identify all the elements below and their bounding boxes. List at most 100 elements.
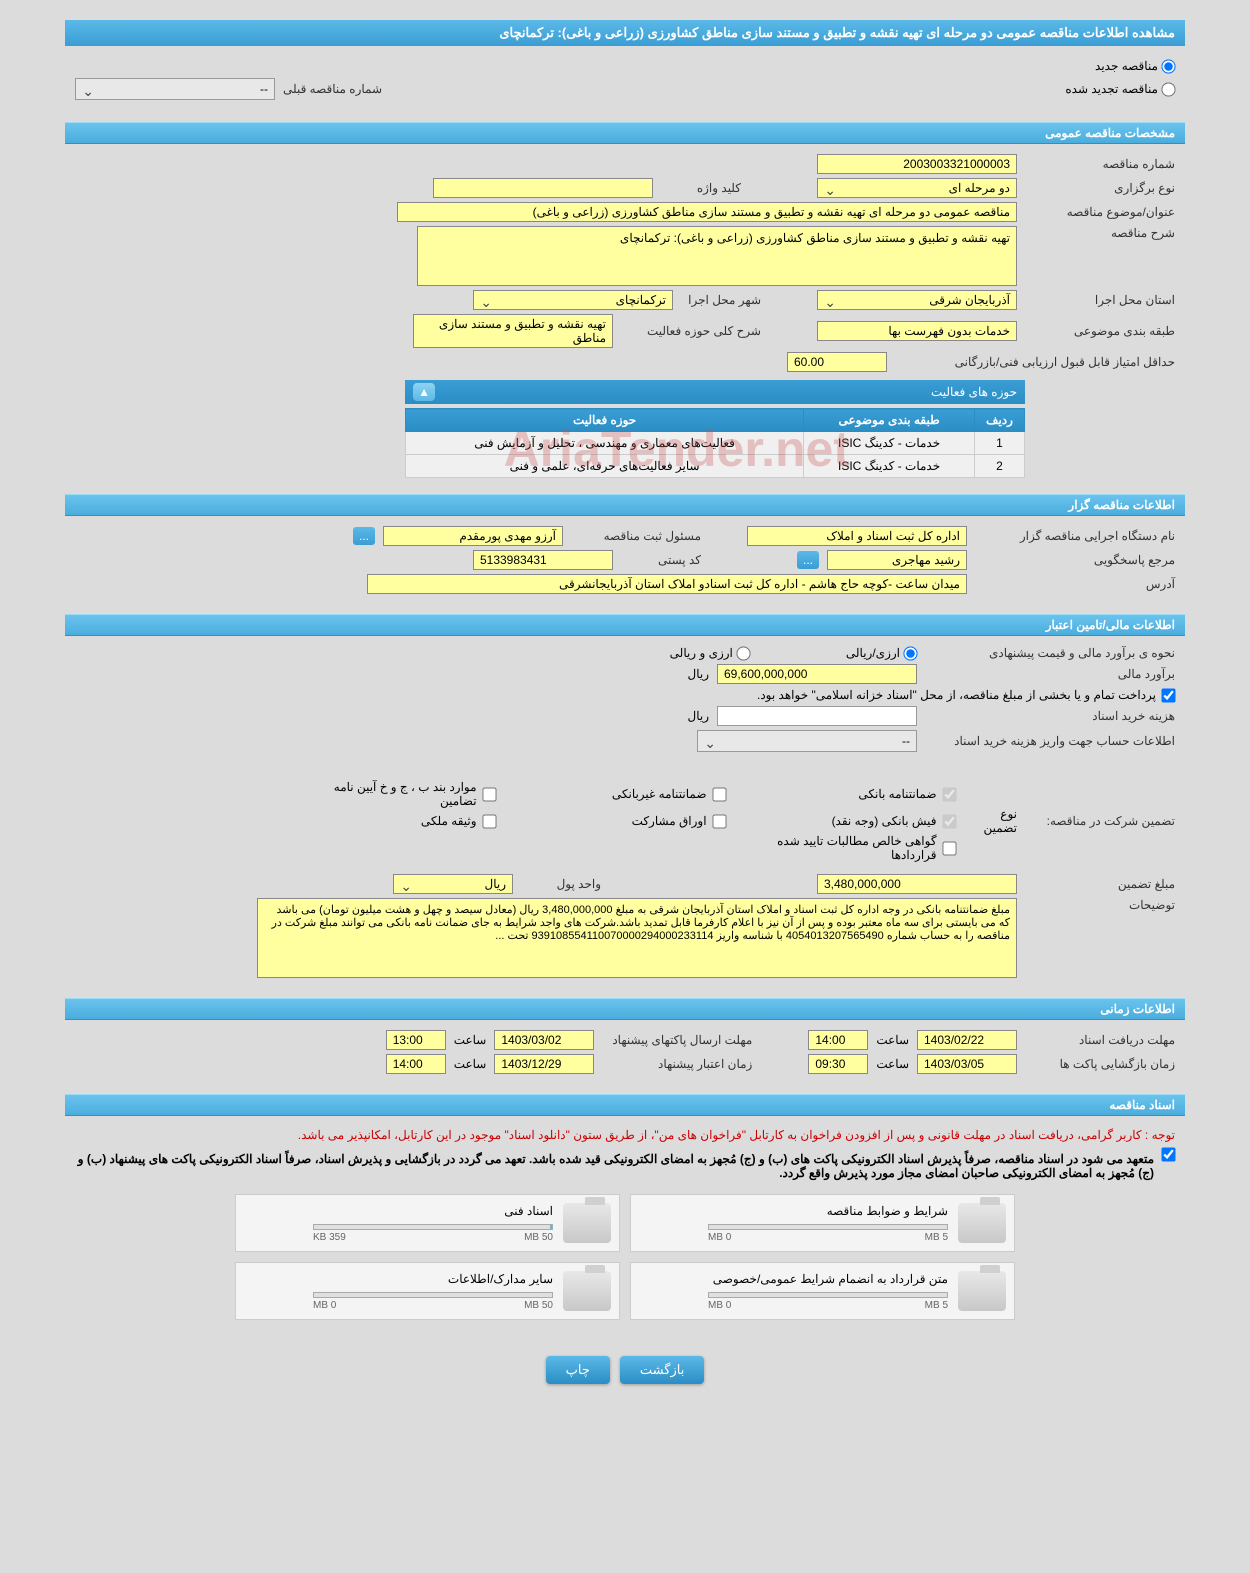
- section-holder: اطلاعات مناقصه گزار: [65, 494, 1185, 516]
- section-documents: اسناد مناقصه: [65, 1094, 1185, 1116]
- th-row: ردیف: [975, 409, 1025, 432]
- chk-payment-note[interactable]: پرداخت تمام و یا بخشی از مبلغ مناقصه، از…: [757, 688, 1175, 702]
- deposit-account-label: اطلاعات حساب جهت واریز هزینه خرید اسناد: [925, 734, 1175, 748]
- chk-property[interactable]: وثیقه ملکی: [296, 814, 496, 828]
- table-row: 2خدمات - کدینگ ISICسایر فعالیت‌های حرفه‌…: [406, 455, 1025, 478]
- file-card[interactable]: سایر مدارک/اطلاعات 50 MB 0 MB: [235, 1262, 620, 1320]
- responder-more-btn[interactable]: ...: [797, 551, 819, 569]
- chevron-down-icon: [704, 735, 716, 747]
- chk-cases[interactable]: موارد بند ب ، ج و خ آیین نامه تضامین: [296, 780, 496, 808]
- description-field[interactable]: تهیه نقشه و تطبیق و مستند سازی مناطق کشا…: [417, 226, 1017, 286]
- org-label: نام دستگاه اجرایی مناقصه گزار: [975, 529, 1175, 543]
- address-field: میدان ساعت -کوچه حاج هاشم - اداره کل ثبت…: [367, 574, 967, 594]
- org-field: اداره کل ثبت اسناد و املاک: [747, 526, 967, 546]
- radio-arz-riyal[interactable]: ارزی و ریالی: [670, 646, 750, 660]
- table-row: 1خدمات - کدینگ ISICفعالیت‌های معماری و م…: [406, 432, 1025, 455]
- tender-number: 2003003321000003: [817, 154, 1017, 174]
- file-total: 50 MB: [524, 1300, 553, 1311]
- open-time: 09:30: [808, 1054, 868, 1074]
- th-scope: حوزه فعالیت: [406, 409, 804, 432]
- radio-renewed-tender[interactable]: مناقصه تجدید شده: [1065, 82, 1175, 96]
- chk-commitment[interactable]: [1161, 1147, 1175, 1161]
- unit-select[interactable]: ریال: [393, 874, 513, 894]
- file-used: 0 MB: [708, 1300, 731, 1311]
- keyword-label: کلید واژه: [661, 181, 741, 195]
- province-select[interactable]: آذربایجان شرقی: [817, 290, 1017, 310]
- subject-label: عنوان/موضوع مناقصه: [1025, 205, 1175, 219]
- responder-label: مرجع پاسخگویی: [975, 553, 1175, 567]
- radio-new-tender[interactable]: مناقصه جدید: [1095, 59, 1175, 73]
- page-title: مشاهده اطلاعات مناقصه عمومی دو مرحله ای …: [65, 20, 1185, 46]
- guarantee-notes[interactable]: مبلغ ضمانتنامه بانکی در وجه اداره کل ثبت…: [257, 898, 1017, 978]
- file-card[interactable]: متن قرارداد به انضمام شرایط عمومی/خصوصی …: [630, 1262, 1015, 1320]
- keyword-field[interactable]: [433, 178, 653, 198]
- file-card[interactable]: اسناد فنی 50 MB359 KB: [235, 1194, 620, 1252]
- doc-cost-field[interactable]: [717, 706, 917, 726]
- radio-arz-riyali[interactable]: ارزی/ریالی: [846, 646, 917, 660]
- category-label: طبقه بندی موضوعی: [1025, 324, 1175, 338]
- file-progress: [313, 1292, 553, 1298]
- red-notice: توجه : کاربر گرامی، دریافت اسناد در مهلت…: [75, 1128, 1175, 1142]
- file-progress: [708, 1224, 948, 1230]
- guarantee-title: تضمین شرکت در مناقصه:: [1025, 814, 1175, 828]
- folder-icon: [563, 1203, 611, 1243]
- file-used: 359 KB: [313, 1232, 346, 1243]
- validity-label: زمان اعتبار پیشنهاد: [602, 1057, 752, 1071]
- submit-label: مهلت ارسال پاکتهای پیشنهاد: [602, 1033, 752, 1047]
- chevron-down-icon: [824, 294, 836, 306]
- chk-nonbank[interactable]: ضمانتنامه غیربانکی: [526, 780, 726, 808]
- currency-label-2: ریال: [687, 709, 709, 723]
- chk-bonds[interactable]: اوراق مشارکت: [526, 814, 726, 828]
- collapse-icon[interactable]: ▲: [413, 383, 435, 401]
- receive-time: 14:00: [808, 1030, 868, 1050]
- commitment-text: متعهد می شود در اسناد مناقصه، صرفاً پذیر…: [75, 1152, 1154, 1180]
- holding-type-select[interactable]: دو مرحله ای: [817, 178, 1017, 198]
- chk-bank-receipt[interactable]: فیش بانکی (وجه نقد): [756, 814, 956, 828]
- file-title: شرایط و ضوابط مناقصه: [639, 1204, 948, 1218]
- file-card[interactable]: شرایط و ضوابط مناقصه 5 MB0 MB: [630, 1194, 1015, 1252]
- open-label: زمان بازگشایی پاکت ها: [1025, 1057, 1175, 1071]
- time-word: ساعت: [876, 1057, 909, 1071]
- address-label: آدرس: [975, 577, 1175, 591]
- activity-scope-label: شرح کلی حوزه فعالیت: [621, 324, 761, 338]
- chk-bank-guarantee[interactable]: ضمانتنامه بانکی: [756, 780, 956, 808]
- file-progress: [313, 1224, 553, 1230]
- registrar-more-btn[interactable]: ...: [353, 527, 375, 545]
- activity-panel-header: حوزه های فعالیت ▲: [405, 380, 1025, 404]
- validity-time: 14:00: [386, 1054, 446, 1074]
- radio-renewed-label: مناقصه تجدید شده: [1065, 82, 1158, 96]
- back-button[interactable]: بازگشت: [620, 1356, 704, 1384]
- city-select[interactable]: ترکمانچای: [473, 290, 673, 310]
- registrar-field: آرزو مهدی پورمقدم: [383, 526, 563, 546]
- deposit-account-select[interactable]: --: [697, 730, 917, 752]
- validity-date: 1403/12/29: [494, 1054, 594, 1074]
- doc-cost-label: هزینه خرید اسناد: [925, 709, 1175, 723]
- time-word: ساعت: [454, 1033, 487, 1047]
- print-button[interactable]: چاپ: [546, 1356, 610, 1384]
- chevron-down-icon: [400, 878, 412, 890]
- estimate-label: برآورد مالی: [925, 667, 1175, 681]
- chevron-down-icon: [480, 294, 492, 306]
- file-title: سایر مدارک/اطلاعات: [244, 1272, 553, 1286]
- folder-icon: [563, 1271, 611, 1311]
- file-used: 0 MB: [313, 1300, 336, 1311]
- section-timing: اطلاعات زمانی: [65, 998, 1185, 1020]
- chk-receivables[interactable]: گواهی خالص مطالبات تایید شده قراردادها: [756, 834, 956, 862]
- estimate-method-label: نحوه ی برآورد مالی و قیمت پیشنهادی: [925, 646, 1175, 660]
- prev-number-select[interactable]: --: [75, 78, 275, 100]
- min-score-field: 60.00: [787, 352, 887, 372]
- open-date: 1403/03/05: [917, 1054, 1017, 1074]
- guarantee-notes-label: توضیحات: [1025, 898, 1175, 912]
- file-title: متن قرارداد به انضمام شرایط عمومی/خصوصی: [639, 1272, 948, 1286]
- responder-field: رشید مهاجری: [827, 550, 967, 570]
- chevron-down-icon: [824, 182, 836, 194]
- estimate-field: 69,600,000,000: [717, 664, 917, 684]
- description-label: شرح مناقصه: [1025, 226, 1175, 240]
- file-used: 0 MB: [708, 1232, 731, 1243]
- file-total: 50 MB: [524, 1232, 553, 1243]
- prev-number-label: شماره مناقصه قبلی: [283, 82, 382, 96]
- unit-label: واحد پول: [521, 877, 601, 891]
- guarantee-amount: 3,480,000,000: [817, 874, 1017, 894]
- file-total: 5 MB: [925, 1300, 948, 1311]
- postal-field: 5133983431: [473, 550, 613, 570]
